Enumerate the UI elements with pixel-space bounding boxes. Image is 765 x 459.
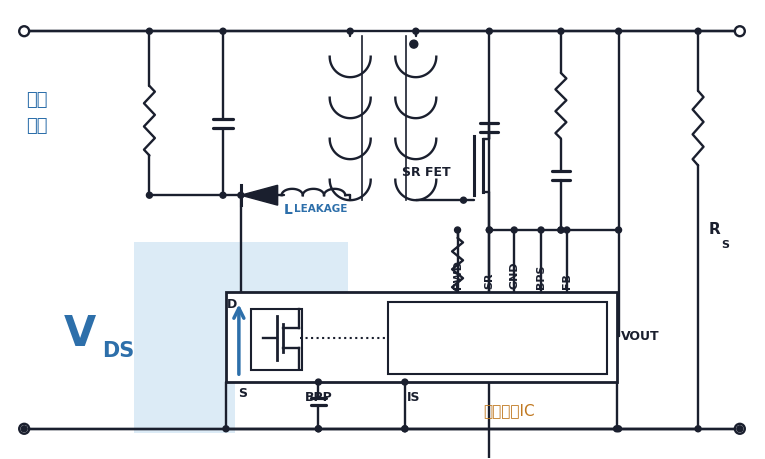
Text: L: L xyxy=(284,203,292,217)
Circle shape xyxy=(402,426,408,432)
Bar xyxy=(388,302,607,374)
Circle shape xyxy=(315,426,321,432)
Circle shape xyxy=(487,227,493,233)
Circle shape xyxy=(695,426,701,432)
Circle shape xyxy=(315,426,321,432)
Text: SR FET: SR FET xyxy=(402,166,451,179)
Circle shape xyxy=(238,192,244,198)
Circle shape xyxy=(220,28,226,34)
Circle shape xyxy=(461,197,467,203)
Text: R: R xyxy=(709,223,721,237)
Text: LEAKAGE: LEAKAGE xyxy=(294,204,347,214)
Circle shape xyxy=(402,379,408,385)
Circle shape xyxy=(695,28,701,34)
Text: BPS: BPS xyxy=(536,264,546,289)
Text: GND: GND xyxy=(509,261,519,289)
Circle shape xyxy=(454,227,461,233)
Circle shape xyxy=(558,227,564,233)
Circle shape xyxy=(21,426,28,432)
Text: VOUT: VOUT xyxy=(620,330,659,343)
Circle shape xyxy=(558,227,564,233)
Circle shape xyxy=(347,28,353,34)
Text: IS: IS xyxy=(407,391,420,404)
Circle shape xyxy=(223,426,229,432)
Text: S: S xyxy=(721,240,729,250)
Circle shape xyxy=(735,424,745,434)
Text: S: S xyxy=(238,387,247,400)
Circle shape xyxy=(564,227,570,233)
Polygon shape xyxy=(134,242,348,433)
Text: FB: FB xyxy=(562,273,572,289)
Bar xyxy=(226,291,617,382)
Circle shape xyxy=(735,26,745,36)
Text: DS: DS xyxy=(102,341,134,361)
Text: BPP: BPP xyxy=(304,391,332,404)
Circle shape xyxy=(487,28,493,34)
Circle shape xyxy=(413,28,418,34)
Polygon shape xyxy=(241,185,278,205)
Text: 次级控制IC: 次级控制IC xyxy=(483,403,535,419)
Bar xyxy=(251,308,302,370)
Circle shape xyxy=(19,26,29,36)
Circle shape xyxy=(220,192,226,198)
Circle shape xyxy=(558,28,564,34)
Circle shape xyxy=(511,227,517,233)
Circle shape xyxy=(146,28,152,34)
Circle shape xyxy=(616,227,621,233)
Circle shape xyxy=(614,426,620,432)
Circle shape xyxy=(538,227,544,233)
Circle shape xyxy=(410,40,418,48)
Circle shape xyxy=(737,426,743,432)
Text: SR: SR xyxy=(484,272,494,289)
Circle shape xyxy=(146,192,152,198)
Circle shape xyxy=(402,426,408,432)
Circle shape xyxy=(487,227,493,233)
Text: 初级
钒位: 初级 钒位 xyxy=(26,90,47,135)
Circle shape xyxy=(616,426,621,432)
Text: FWD: FWD xyxy=(453,260,463,289)
Circle shape xyxy=(616,28,621,34)
Text: D: D xyxy=(226,297,237,311)
Text: V: V xyxy=(64,313,96,355)
Circle shape xyxy=(315,379,321,385)
Circle shape xyxy=(19,424,29,434)
